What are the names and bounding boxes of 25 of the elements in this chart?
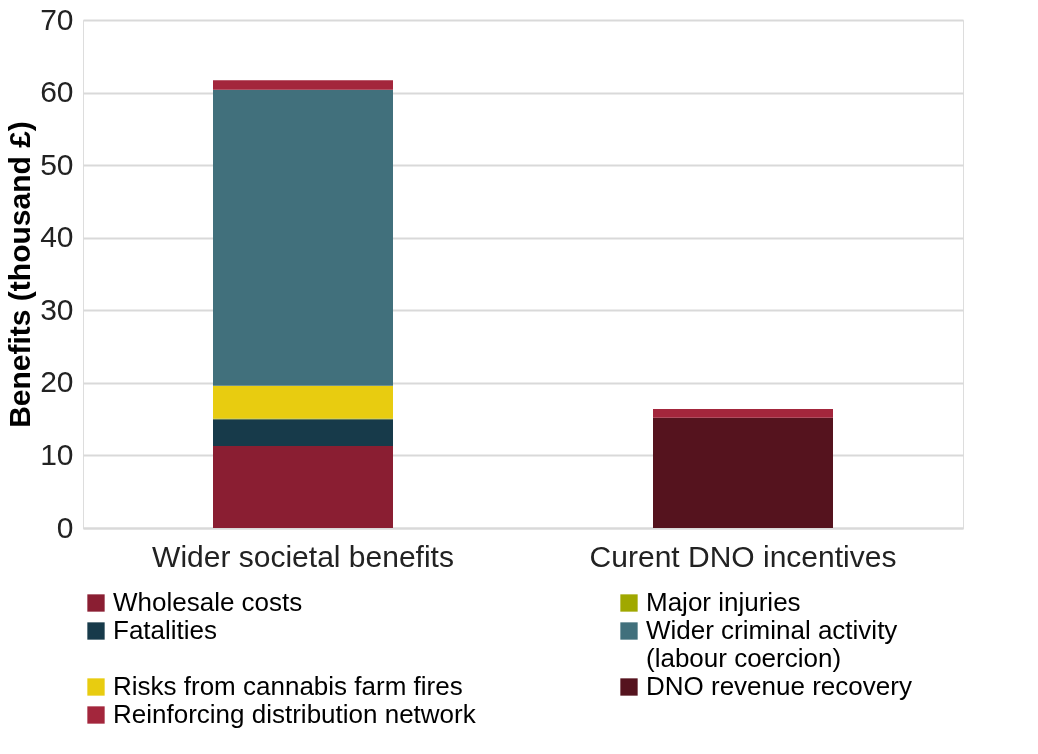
y-tick-label: 20	[40, 365, 74, 399]
legend-label: Major injuries	[646, 587, 801, 617]
legend-label: Fatalities	[113, 615, 218, 645]
bar	[213, 385, 393, 419]
bar	[213, 89, 393, 386]
y-tick-label: 0	[56, 510, 74, 544]
legend-label: DNO revenue recovery	[646, 671, 912, 701]
bar	[213, 419, 393, 446]
bar	[653, 417, 833, 528]
x-tick-label: Wider societal benefits	[152, 539, 454, 573]
y-tick-label: 40	[40, 220, 74, 254]
y-tick-label: 10	[40, 437, 74, 471]
y-tick-label: 60	[40, 75, 74, 109]
y-tick-label: 30	[40, 292, 74, 326]
y-axis-title: Benefits (thousand £)	[3, 121, 37, 428]
y-tick-label: 70	[40, 2, 74, 36]
x-tick-label: Curent DNO incentives	[589, 539, 897, 573]
legend-label: Risks from cannabis farm fires	[113, 671, 463, 701]
legend-label: Wider criminal activity (labour coercion)	[646, 615, 898, 673]
bar	[213, 445, 393, 528]
bar	[213, 80, 393, 90]
legend-label: Wholesale costs	[113, 587, 303, 617]
y-tick-label: 50	[40, 147, 74, 181]
legend-label: Reinforcing distribution network	[113, 699, 477, 729]
bar	[653, 408, 833, 418]
